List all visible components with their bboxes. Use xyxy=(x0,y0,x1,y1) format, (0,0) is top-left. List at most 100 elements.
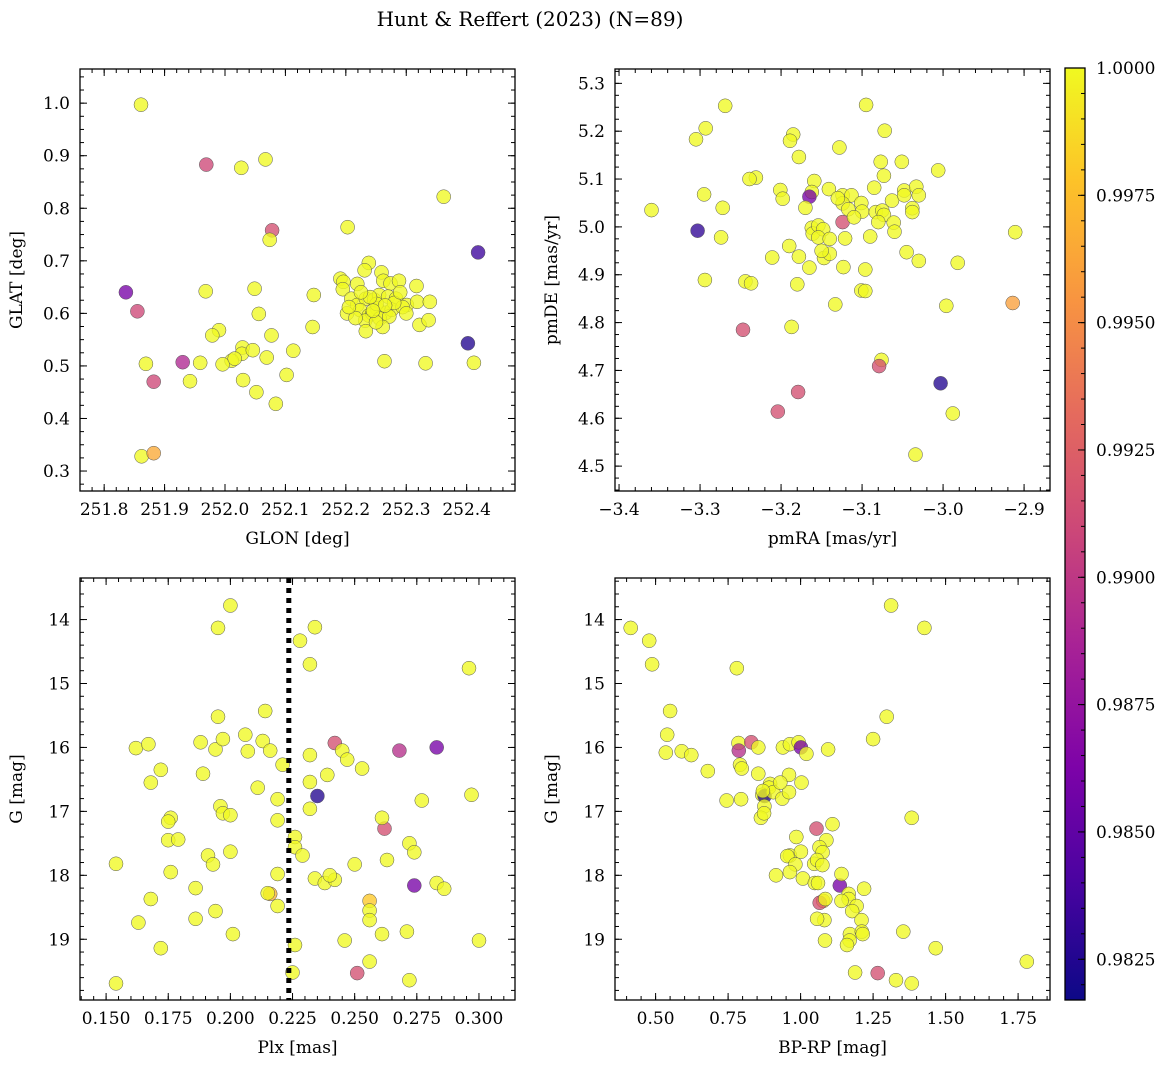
data-point xyxy=(227,351,242,366)
data-point xyxy=(719,793,734,808)
colorbar-fill xyxy=(1065,68,1085,1000)
data-point xyxy=(199,157,214,172)
data-point xyxy=(773,775,788,790)
data-point xyxy=(784,319,799,335)
data-point xyxy=(755,783,771,799)
data-point xyxy=(917,620,932,636)
data-point xyxy=(855,926,870,942)
data-point xyxy=(905,204,920,220)
x-tick-label: 251.9 xyxy=(140,500,189,520)
x-tick-label: 1.25 xyxy=(854,1009,892,1029)
y-tick-label: 14 xyxy=(583,611,605,631)
data-point xyxy=(464,787,479,803)
panels: 251.8 251.9 252.0 252.1 252.2 252.3 252.4 0.3 0.… xyxy=(7,68,1051,1058)
data-point xyxy=(134,449,149,464)
data-point xyxy=(210,709,226,724)
data-point xyxy=(799,746,814,762)
data-point xyxy=(302,801,318,817)
data-point xyxy=(354,761,370,776)
data-point xyxy=(751,766,766,781)
colorbar-frame xyxy=(1064,67,1086,1001)
data-point xyxy=(305,319,320,335)
y-tick-label: 19 xyxy=(583,930,605,950)
data-point xyxy=(399,306,414,321)
x-tick-label: 252.4 xyxy=(442,500,491,520)
data-point xyxy=(809,911,825,927)
data-point xyxy=(362,912,377,928)
colorbar-tick-label: 0.9850 xyxy=(1096,823,1155,843)
x-tick-label: 0.225 xyxy=(268,1009,317,1029)
data-point xyxy=(223,598,238,613)
data-point xyxy=(756,806,772,821)
points-plx-g xyxy=(108,598,487,991)
data-point xyxy=(399,924,415,939)
data-point xyxy=(302,747,318,763)
data-point xyxy=(698,121,713,136)
y-tick-label: 4.9 xyxy=(578,266,605,286)
data-point xyxy=(817,933,833,948)
x-axis-label: BP-RP [mag] xyxy=(778,1038,887,1058)
data-point xyxy=(195,766,211,781)
data-point xyxy=(192,355,208,371)
figure-title: Hunt & Reffert (2023) (N=89) xyxy=(377,7,684,31)
data-point xyxy=(262,232,277,248)
data-point xyxy=(743,276,759,291)
colorbar: 0.9825 0.9850 0.9875 0.9900 0.9925 0.9950 0.99… xyxy=(1064,59,1155,1001)
data-point xyxy=(215,731,231,747)
data-point xyxy=(904,810,919,826)
data-point xyxy=(696,187,712,202)
data-point xyxy=(377,298,393,313)
data-point xyxy=(337,933,352,948)
axes-frame xyxy=(614,68,1051,492)
x-tick-label: 251.8 xyxy=(80,500,129,520)
data-point xyxy=(697,272,713,288)
data-point xyxy=(933,376,948,391)
points-pmra-pmde xyxy=(644,97,1023,462)
x-tick-label: 252.0 xyxy=(201,500,250,520)
y-tick-label: 0.6 xyxy=(43,304,70,324)
data-point xyxy=(198,284,213,299)
y-axis-label: G [mag] xyxy=(542,754,562,823)
data-point xyxy=(896,924,911,939)
data-point xyxy=(834,893,849,909)
data-point xyxy=(1007,224,1023,240)
data-point xyxy=(270,866,285,882)
data-point xyxy=(133,97,149,112)
x-tick-label: −3.4 xyxy=(598,500,639,520)
data-point xyxy=(235,372,251,388)
data-point xyxy=(837,231,853,246)
colorbar-tick-label: 0.9950 xyxy=(1096,314,1155,334)
x-tick-label: 252.2 xyxy=(321,500,370,520)
data-point xyxy=(641,633,657,648)
data-point xyxy=(108,976,124,991)
data-point xyxy=(257,703,273,719)
data-point xyxy=(322,868,338,883)
data-point xyxy=(742,171,757,187)
data-point xyxy=(146,445,161,461)
data-point xyxy=(1019,954,1035,969)
data-point xyxy=(306,287,322,303)
x-tick-label: 1.00 xyxy=(782,1009,820,1029)
data-point xyxy=(292,633,308,648)
x-tick-label: 1.75 xyxy=(999,1009,1037,1029)
y-tick-label: 4.7 xyxy=(578,361,605,381)
data-point xyxy=(348,310,363,326)
data-point xyxy=(365,303,381,318)
data-point xyxy=(911,253,927,269)
x-tick-label: 252.3 xyxy=(382,500,431,520)
data-point xyxy=(205,328,220,343)
y-tick-label: 0.5 xyxy=(43,357,70,377)
y-tick-label: 15 xyxy=(583,675,605,695)
data-point xyxy=(341,299,357,315)
data-point xyxy=(865,731,881,747)
data-point xyxy=(259,350,274,365)
data-point xyxy=(223,807,238,823)
data-point xyxy=(822,231,837,247)
y-tick-label: 5.1 xyxy=(578,170,605,190)
data-point xyxy=(830,190,846,206)
data-point xyxy=(928,940,943,956)
data-point xyxy=(436,189,451,204)
data-point xyxy=(810,875,826,891)
data-point xyxy=(789,829,804,845)
data-point xyxy=(251,306,267,322)
